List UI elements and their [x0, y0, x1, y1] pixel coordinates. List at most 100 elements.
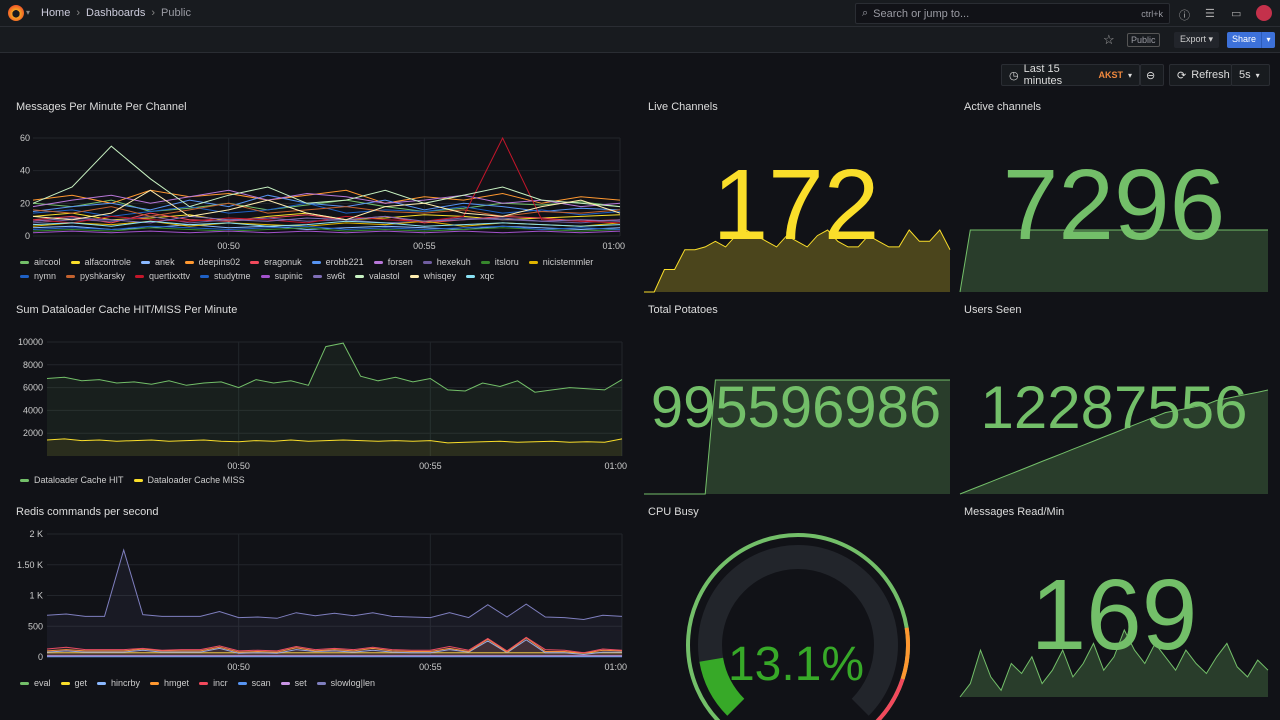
legend-item[interactable]: hincrby — [97, 678, 140, 688]
legend-label: set — [294, 678, 307, 688]
legend-item[interactable]: forsen — [373, 257, 413, 267]
legend-item[interactable]: anek — [141, 257, 175, 267]
clock-icon: ◷ — [1009, 69, 1019, 82]
top-nav-bar: ▾ Home › Dashboards › Public ⌕ Search or j… — [0, 0, 1280, 27]
legend-label: get — [74, 678, 88, 688]
panel-title: Total Potatoes — [648, 304, 718, 316]
legend-label: eragonuk — [264, 257, 302, 267]
legend-swatch — [312, 274, 322, 278]
active-channels-value: 7296 — [1002, 149, 1226, 261]
rss-news-icon[interactable]: ☰ — [1205, 8, 1215, 20]
legend-item[interactable]: Dataloader Cache MISS — [133, 475, 245, 485]
legend-swatch — [150, 681, 160, 685]
refresh-label: Refresh — [1191, 69, 1230, 81]
legend-swatch — [422, 260, 432, 264]
chart-legend: aircool alfacontrole anek deepins02 eragonuk… — [20, 257, 620, 281]
legend-swatch — [135, 274, 145, 278]
zoom-out-button[interactable]: ⊖ — [1140, 64, 1164, 86]
panel-title: Messages Read/Min — [964, 506, 1065, 518]
legend-label: xqc — [480, 271, 495, 281]
breadcrumb-home[interactable]: Home — [41, 7, 71, 19]
zoom-out-icon: ⊖ — [1146, 69, 1156, 82]
breadcrumb-dashboards[interactable]: Dashboards — [86, 7, 146, 19]
legend-label: pyshkarsky — [80, 271, 126, 281]
legend-item[interactable]: hexekuh — [422, 257, 471, 267]
kiosk-monitor-icon[interactable]: ▭ — [1231, 8, 1242, 20]
chevron-down-icon[interactable]: ▾ — [26, 8, 31, 17]
avatar[interactable] — [1256, 5, 1272, 21]
legend-label: hexekuh — [436, 257, 471, 267]
refresh-button[interactable]: ⟳ Refresh — [1169, 64, 1232, 86]
legend-item[interactable]: aircool — [20, 257, 61, 267]
legend-item[interactable]: nymn — [20, 271, 56, 281]
export-label: Export — [1180, 34, 1207, 44]
time-range-label: Last 15 minutes — [1023, 63, 1063, 87]
legend-swatch — [316, 681, 326, 685]
legend-swatch — [184, 260, 194, 264]
legend-label: nicistemmler — [542, 257, 594, 267]
share-dropdown-button[interactable]: ▾ — [1261, 32, 1275, 48]
legend-label: valastol — [369, 271, 400, 281]
refresh-interval-picker[interactable]: 5s ▾ — [1231, 64, 1270, 86]
legend-item[interactable]: slowlog|len — [316, 678, 375, 688]
legend-item[interactable]: alfacontrole — [70, 257, 131, 267]
search-input[interactable]: ⌕ Search or jump to... ctrl+k — [855, 3, 1170, 24]
legend-item[interactable]: itsloru — [480, 257, 519, 267]
legend-label: studytme — [214, 271, 251, 281]
help-icon[interactable]: ⓘ — [1179, 10, 1190, 22]
breadcrumb: Home › Dashboards › Public — [41, 7, 191, 19]
panel-dataloader-cache: Sum Dataloader Cache HIT/MISS Per Minute — [8, 298, 633, 498]
refresh-interval: 5s — [1239, 69, 1251, 81]
legend-swatch — [133, 478, 143, 482]
legend-item[interactable]: studytme — [200, 271, 251, 281]
legend-item[interactable]: erobb221 — [311, 257, 364, 267]
legend-label: hmget — [164, 678, 190, 688]
legend-swatch — [355, 274, 365, 278]
chevron-down-icon: ▾ — [1255, 70, 1260, 80]
share-button[interactable]: Share — [1227, 32, 1262, 48]
legend-label: scan — [251, 678, 271, 688]
legend-swatch — [60, 681, 70, 685]
legend-item[interactable]: get — [60, 678, 88, 688]
legend-item[interactable]: Dataloader Cache HIT — [20, 475, 124, 485]
panel-title: Live Channels — [648, 101, 718, 113]
time-range-picker[interactable]: ◷ Last 15 minutes AKST ▾ — [1001, 63, 1140, 87]
legend-label: Dataloader Cache HIT — [34, 475, 124, 485]
export-button[interactable]: Export ▾ — [1174, 32, 1220, 48]
chart-legend: eval get hincrby hmget incr scan set slowlog|le… — [20, 678, 620, 688]
legend-item[interactable]: pyshkarsky — [66, 271, 125, 281]
legend-item[interactable]: hmget — [150, 678, 189, 688]
legend-item[interactable]: valastol — [355, 271, 400, 281]
legend-item[interactable]: incr — [199, 678, 228, 688]
legend-swatch — [20, 681, 29, 685]
panel-title: Active channels — [964, 101, 1042, 113]
legend-item[interactable]: xqc — [466, 271, 494, 281]
legend-swatch — [250, 260, 260, 264]
grafana-logo-icon[interactable] — [8, 5, 24, 21]
panel-title: Messages Per Minute Per Channel — [16, 101, 187, 113]
legend-item[interactable]: sw6t — [312, 271, 345, 281]
chevron-down-icon: ▾ — [1127, 70, 1132, 80]
dashboard-toolbar — [0, 27, 1280, 53]
legend-label: aircool — [34, 257, 61, 267]
legend-label: quertixxttv — [149, 271, 191, 281]
legend-label: erobb221 — [325, 257, 364, 267]
legend-swatch — [199, 681, 209, 685]
star-icon[interactable]: ☆ — [1103, 32, 1115, 47]
legend-item[interactable]: whisqey — [409, 271, 456, 281]
legend-swatch — [200, 274, 210, 278]
legend-item[interactable]: supinic — [260, 271, 303, 281]
legend-item[interactable]: eragonuk — [250, 257, 302, 267]
legend-item[interactable]: eval — [20, 678, 51, 688]
legend-label: forsen — [387, 257, 413, 267]
legend-item[interactable]: nicistemmler — [528, 257, 594, 267]
legend-swatch — [66, 274, 76, 278]
panel-redis-commands: Redis commands per second — [8, 500, 633, 700]
legend-item[interactable]: set — [280, 678, 307, 688]
legend-item[interactable]: quertixxttv — [135, 271, 190, 281]
public-badge: Public — [1127, 33, 1160, 47]
chevron-right-icon: › — [76, 7, 81, 19]
legend-item[interactable]: scan — [237, 678, 271, 688]
legend-item[interactable]: deepins02 — [184, 257, 240, 267]
legend-label: eval — [34, 678, 51, 688]
